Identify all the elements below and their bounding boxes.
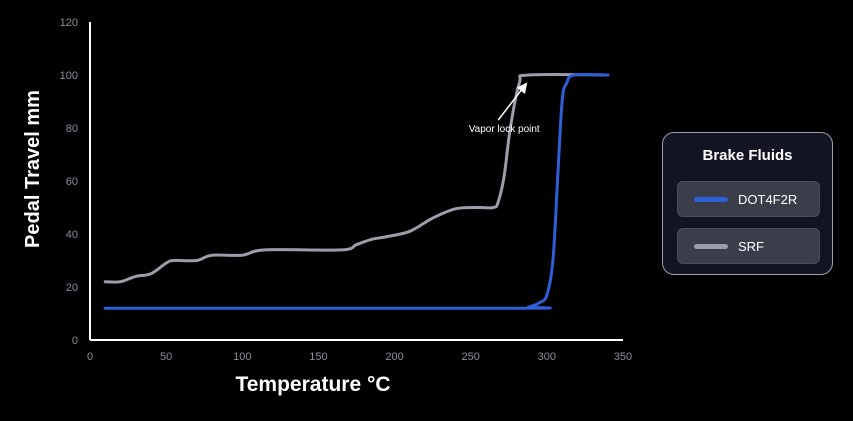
- series-line-dot4f2r: [103, 72, 610, 310]
- y-tick-label: 60: [66, 176, 78, 188]
- x-tick-label: 250: [462, 351, 480, 363]
- y-axis-label: Pedal Travel mm: [22, 90, 44, 248]
- x-tick-label: 150: [309, 351, 327, 363]
- y-tick-label: 120: [60, 17, 78, 29]
- x-tick-label: 50: [160, 351, 172, 363]
- legend-title: Brake Fluids: [702, 147, 793, 164]
- legend-swatch-srf: [694, 244, 728, 249]
- y-tick-label: 40: [66, 229, 78, 241]
- x-tick-label: 100: [233, 351, 251, 363]
- y-tick-label: 80: [66, 123, 78, 135]
- x-tick-label: 200: [385, 351, 403, 363]
- annotation-layer: Vapor lock point: [469, 82, 540, 135]
- legend-item-label: DOT4F2R: [738, 192, 798, 207]
- x-axis-label: Temperature °C: [235, 373, 390, 396]
- y-tick-label: 0: [72, 335, 78, 347]
- series-layer: [103, 72, 610, 310]
- x-tick-label: 0: [87, 351, 93, 363]
- annotation-arrow: [497, 82, 528, 121]
- legend-item-label: SRF: [738, 239, 764, 254]
- y-tick-label: 20: [66, 282, 78, 294]
- legend-item-srf[interactable]: SRF: [677, 228, 820, 264]
- y-tick-label: 100: [60, 70, 78, 82]
- series-line-srf: [103, 72, 610, 284]
- legend-swatch-dot4f2r: [694, 197, 728, 202]
- legend-item-dot4f2r[interactable]: DOT4F2R: [677, 181, 820, 217]
- x-tick-label: 300: [538, 351, 556, 363]
- annotation-text: Vapor lock point: [469, 124, 540, 135]
- chart-axes: 0 50 100 150 200 250 300 350 0 20 40 60 80 100 120: [60, 17, 633, 363]
- x-tick-label: 350: [614, 351, 632, 363]
- legend: Brake Fluids DOT4F2R SRF: [662, 132, 833, 275]
